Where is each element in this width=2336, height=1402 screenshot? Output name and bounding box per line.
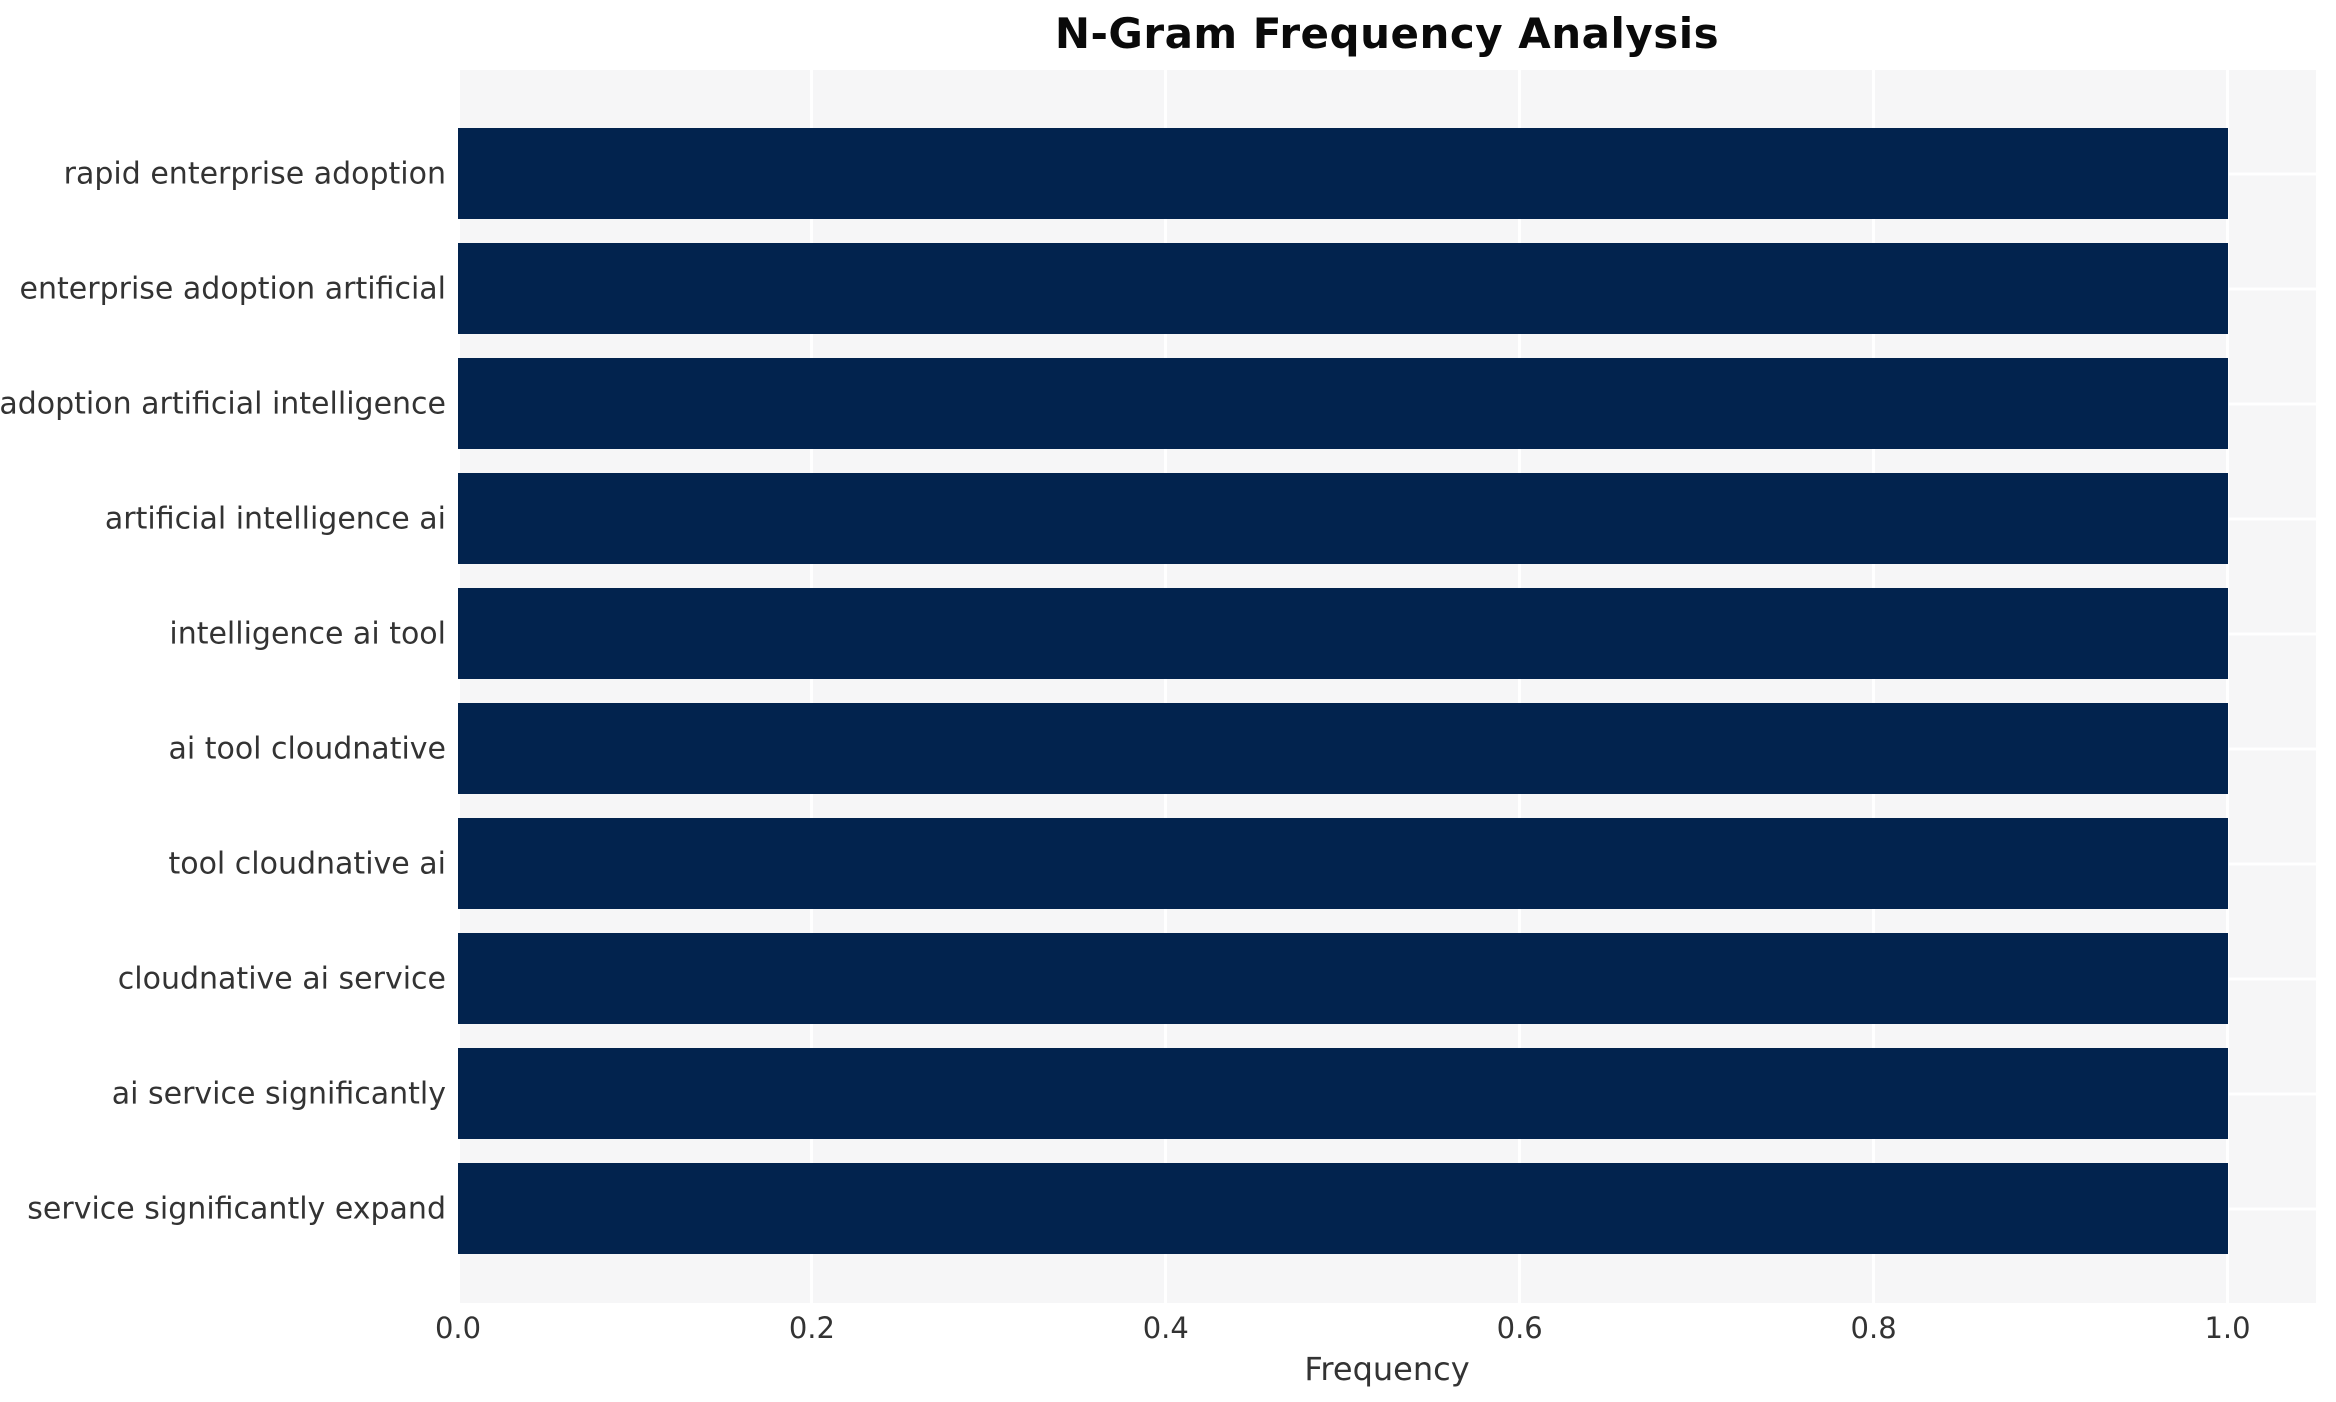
bar-row: ai service significantly <box>112 1048 2316 1139</box>
gridline-x-1.0 <box>2226 70 2230 1303</box>
gridline-x-0.4 <box>1164 70 1168 1303</box>
x-tick-label: 0.0 <box>434 1311 482 1345</box>
bar <box>458 703 2228 794</box>
bar-row: tool cloudnative ai <box>168 818 2316 909</box>
bar <box>458 933 2228 1024</box>
plot-area: rapid enterprise adoption enterprise adop… <box>0 70 2316 1303</box>
bar-row: service significantly expand <box>27 1163 2316 1254</box>
category-label: tool cloudnative ai <box>168 846 446 881</box>
bar <box>458 1163 2228 1254</box>
x-tick-label: 0.8 <box>1850 1311 1897 1345</box>
bar-row: ai tool cloudnative <box>168 703 2316 794</box>
x-tick-label: 0.4 <box>1142 1311 1189 1345</box>
bar-row: cloudnative ai service <box>118 933 2316 1024</box>
bar <box>458 243 2228 334</box>
bar <box>458 473 2228 564</box>
chart-title: N-Gram Frequency Analysis <box>1054 9 1720 58</box>
bar <box>458 1048 2228 1139</box>
bar <box>458 128 2228 219</box>
bar <box>458 358 2228 449</box>
category-label: intelligence ai tool <box>169 616 446 651</box>
category-label: artificial intelligence ai <box>104 501 446 536</box>
x-tick-label: 0.6 <box>1496 1311 1543 1345</box>
bar-row: enterprise adoption artificial <box>20 243 2316 334</box>
x-axis-label: Frequency <box>1304 1350 1470 1388</box>
category-label: ai tool cloudnative <box>168 731 446 766</box>
x-tick-label: 0.2 <box>788 1311 835 1345</box>
bar-row: intelligence ai tool <box>169 588 2316 679</box>
gridline-x-0.0 <box>456 70 460 1303</box>
x-tick-label: 1.0 <box>2204 1311 2251 1345</box>
bar-row: adoption artificial intelligence <box>0 358 2316 449</box>
gridline-x-0.2 <box>810 70 814 1303</box>
category-label: adoption artificial intelligence <box>0 386 446 421</box>
category-label: cloudnative ai service <box>117 961 446 996</box>
bar-row: rapid enterprise adoption <box>64 128 2316 219</box>
category-label: rapid enterprise adoption <box>63 156 446 191</box>
bar <box>458 588 2228 679</box>
x-axis-ticks: 0.0 0.2 0.4 0.6 0.8 1.0 <box>435 1311 2316 1351</box>
gridline-x-0.6 <box>1518 70 1522 1303</box>
gridline-x-0.8 <box>1872 70 1876 1303</box>
category-label: service significantly expand <box>27 1191 446 1226</box>
bar <box>458 818 2228 909</box>
category-label: ai service significantly <box>111 1076 446 1111</box>
category-label: enterprise adoption artificial <box>19 271 446 306</box>
bar-row: artificial intelligence ai <box>105 473 2316 564</box>
